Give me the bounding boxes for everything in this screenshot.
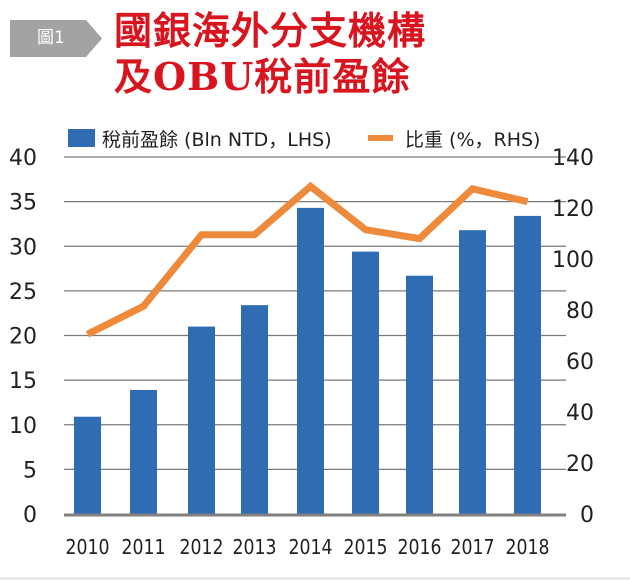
right-axis-tick-label: 40 [566, 401, 594, 426]
x-axis-tick-label: 2016 [398, 535, 442, 559]
right-axis-tick-label: 20 [566, 452, 594, 477]
legend-item-bar: 稅前盈餘 (Bln NTD，LHS) [68, 124, 332, 152]
badge-arrow-shape [10, 20, 102, 57]
bar-2011 [130, 389, 157, 514]
chart-title-line-1: 國銀海外分支機構 [114, 8, 427, 53]
right-axis-tick-label: 60 [566, 350, 594, 375]
x-axis-tick-label: 2013 [233, 535, 277, 559]
x-axis-tick-label: 2015 [344, 535, 388, 559]
left-axis-tick-label: 10 [9, 414, 37, 439]
x-axis-tick-label: 2011 [122, 535, 166, 559]
right-axis-tick-label: 120 [552, 197, 594, 222]
bar-2015 [352, 251, 379, 515]
left-axis-tick-label: 0 [23, 503, 37, 528]
right-axis-tick-label: 80 [566, 299, 594, 324]
legend-bar-swatch [68, 129, 95, 147]
left-axis-tick-label: 5 [23, 458, 37, 483]
bar-series [74, 207, 541, 515]
bar-2014 [297, 207, 324, 514]
figure-badge: 圖1 [10, 20, 102, 57]
bar-2018 [514, 215, 541, 514]
legend-line-label: 比重 (%，RHS) [405, 128, 541, 151]
right-axis-tick-label: 100 [552, 248, 594, 273]
figure-number: 圖1 [37, 28, 65, 48]
bar-2016 [406, 275, 433, 514]
left-axis-tick-label: 40 [9, 146, 37, 171]
bar-2010 [74, 416, 101, 514]
x-axis-tick-label: 2017 [451, 535, 495, 559]
right-axis-tick-label: 140 [552, 146, 594, 171]
bar-2017 [459, 230, 486, 514]
left-axis-tick-label: 35 [9, 191, 37, 216]
x-axis-tick-label: 2018 [506, 535, 550, 559]
x-axis-tick-label: 2014 [289, 535, 333, 559]
x-axis-tick-label: 2010 [66, 535, 110, 559]
chart-title-line-2: 及OBU稅前盈餘 [114, 54, 411, 99]
bar-2012 [188, 326, 215, 514]
legend-item-line: 比重 (%，RHS) [368, 124, 540, 152]
bottom-divider [0, 577, 630, 580]
left-axis-tick-label: 20 [9, 325, 37, 350]
x-axis-tick-label: 2012 [180, 535, 224, 559]
left-axis-tick-label: 30 [9, 235, 37, 260]
left-axis-tick-label: 15 [9, 369, 37, 394]
legend-bar-label: 稅前盈餘 (Bln NTD，LHS) [102, 128, 332, 151]
axes: 0 5 10 15 20 25 30 35 40 0 20 40 60 80 100 120 140 2010 20… [9, 146, 594, 559]
chart-title: 國銀海外分支機構 及OBU稅前盈餘 [114, 8, 426, 100]
legend-line-swatch [368, 135, 393, 141]
left-axis-tick-label: 25 [9, 280, 37, 305]
bar-2013 [241, 305, 268, 514]
line-series [85, 181, 529, 338]
right-axis-tick-label: 0 [580, 503, 594, 528]
